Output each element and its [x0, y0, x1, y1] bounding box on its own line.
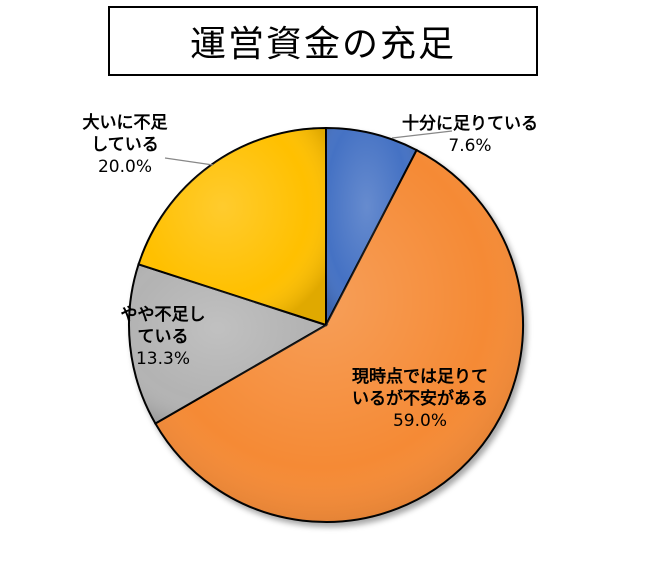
slice-value-label-enough: 7.6% — [448, 136, 491, 156]
slice-label-somewhat-short: やや不足し — [121, 305, 206, 325]
pie-slice-shade-somewhat-short — [129, 264, 326, 424]
slice-value-label-enough-but-anxious: 59.0% — [393, 411, 447, 431]
leader-line-very-short — [164, 157, 214, 166]
slice-label-very-short: 大いに不足 — [83, 112, 168, 133]
pie-slice-shade-enough — [326, 128, 417, 325]
pie-slice-shade-enough-but-anxious — [155, 150, 523, 523]
slice-value-label-somewhat-short: 13.3% — [136, 349, 190, 369]
leader-line-enough — [391, 130, 453, 139]
slice-label-enough-but-anxious: 現時点では足りて — [352, 366, 488, 387]
slice-value-label-very-short: 20.0% — [98, 157, 152, 177]
slice-label-very-short: している — [91, 135, 159, 155]
pie-slice-shade-very-short — [138, 128, 326, 325]
slice-label-enough-but-anxious: いるが不安がある — [352, 388, 488, 409]
slice-label-somewhat-short: ている — [138, 327, 189, 347]
chart-title: 運営資金の充足 — [108, 6, 538, 76]
slice-label-enough: 十分に足りている — [402, 113, 538, 134]
